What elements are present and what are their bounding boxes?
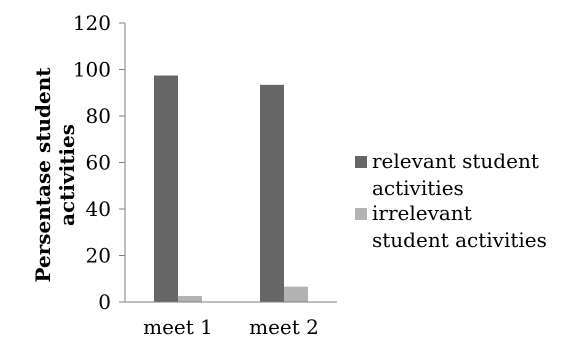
bar-irrelevant-1 xyxy=(178,295,202,302)
y-tick-label: 120 xyxy=(73,11,111,35)
legend-label-line: irrelevant xyxy=(372,201,472,225)
y-tick-label: 40 xyxy=(86,197,111,221)
legend-swatch xyxy=(355,208,367,220)
y-tick-label: 100 xyxy=(73,58,111,82)
bar-relevant-2 xyxy=(260,84,284,302)
y-axis-label: Persentase student activities xyxy=(31,67,79,283)
x-category-label: meet 2 xyxy=(249,315,319,339)
bars xyxy=(154,75,308,302)
y-tick-label: 80 xyxy=(86,104,111,128)
bar-irrelevant-2 xyxy=(284,286,308,302)
y-tick-label: 20 xyxy=(86,244,111,268)
legend-swatch xyxy=(355,156,367,168)
legend-item-irrelevant: irrelevant student activities xyxy=(355,201,547,252)
legend-item-relevant: relevant student activities xyxy=(355,149,539,200)
axes xyxy=(124,23,337,303)
y-axis-ticks: 0 20 40 60 80 100 120 xyxy=(73,11,125,314)
x-category-label: meet 1 xyxy=(143,315,213,339)
y-tick-label: 0 xyxy=(98,290,111,314)
y-tick-label: 60 xyxy=(86,151,111,175)
legend-label-line: activities xyxy=(372,176,464,200)
y-axis-label-line-1: Persentase student xyxy=(31,67,55,283)
legend-label-line: student activities xyxy=(372,228,547,252)
y-axis-label-line-2: activities xyxy=(55,124,79,226)
bar-relevant-1 xyxy=(154,75,178,302)
x-axis-category-labels: meet 1 meet 2 xyxy=(143,315,319,339)
legend-label-line: relevant student xyxy=(372,149,539,173)
